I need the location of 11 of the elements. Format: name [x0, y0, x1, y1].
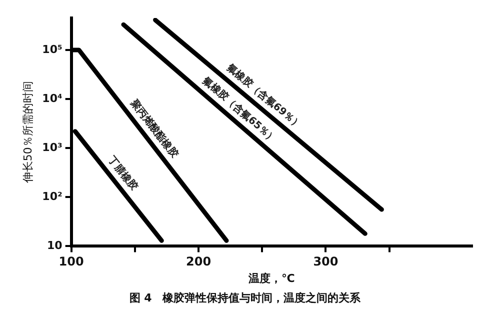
x-axis-title: 温度，℃	[248, 272, 295, 286]
text: 图 4 橡胶弹性保持值与时间，温度之间的关系	[129, 291, 362, 304]
y-tick-label: 10³	[42, 140, 62, 154]
x-tick-label: 300	[313, 254, 338, 269]
x-tick-label: 100	[58, 254, 84, 269]
y-tick-label: 10⁴	[42, 92, 62, 105]
y-tick-label: 10²	[42, 190, 62, 204]
y-tick-label: 10⁵	[42, 42, 62, 56]
y-tick-label: 10	[47, 239, 63, 252]
x-tick-label: 200	[186, 254, 212, 269]
y-axis-title: 伸长50％所需的时间	[21, 81, 34, 184]
